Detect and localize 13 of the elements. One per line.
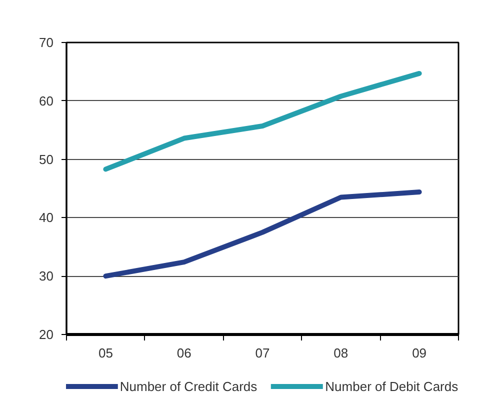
y-tick-label: 60 [39,93,54,108]
y-tick-label: 30 [39,268,54,284]
x-tick-label: 09 [412,346,427,360]
x-tick-label: 07 [255,346,270,360]
y-tick-label: 40 [39,210,54,226]
legend-label: Number of Credit Cards [120,378,258,394]
legend-label: Number of Debit Cards [325,378,458,394]
x-tick-label: 06 [176,346,192,360]
x-tick-label: 08 [334,346,348,360]
x-tick-label: 05 [98,346,113,360]
y-tick-label: 20 [39,327,54,342]
y-tick-label: 50 [39,152,54,167]
y-tick-label: 70 [39,35,54,50]
